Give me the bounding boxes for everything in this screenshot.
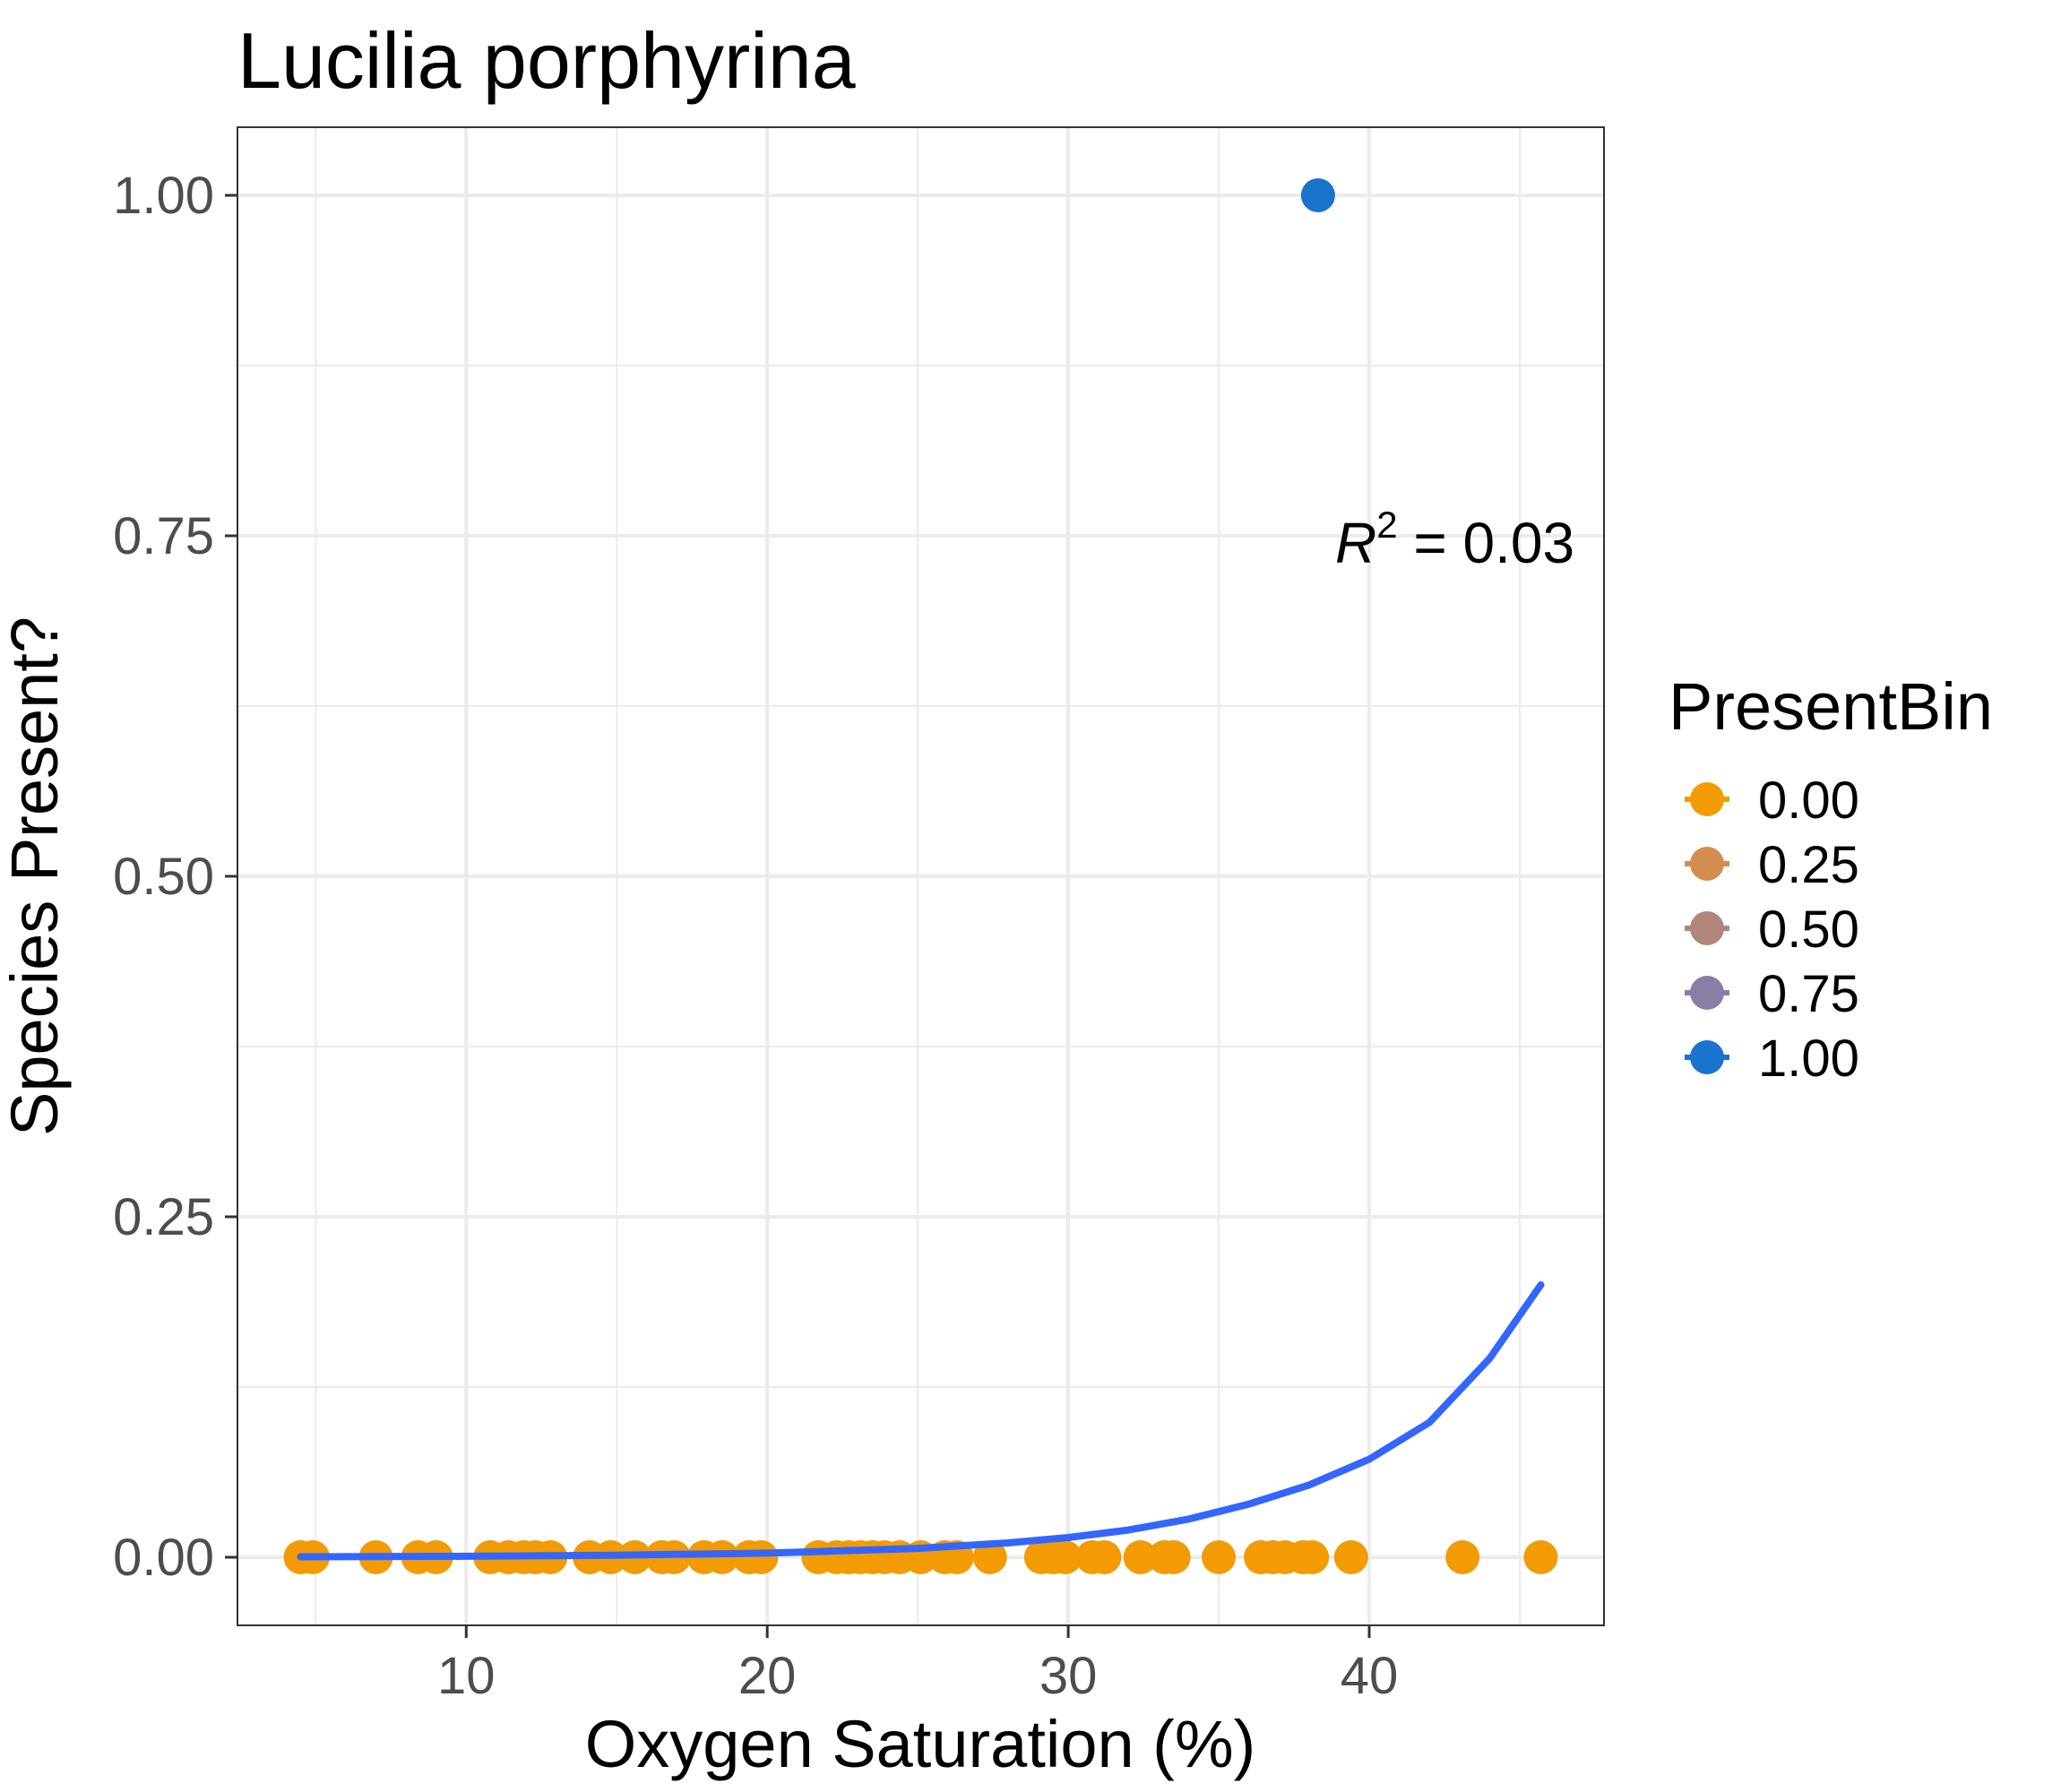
legend-key-dot xyxy=(1690,1040,1724,1074)
point-present xyxy=(1300,178,1335,212)
y-axis: 0.00 0.25 0.50 0.75 1.00 xyxy=(113,167,237,1587)
x-axis-title: Oxygen Saturation (%) xyxy=(585,1707,1256,1781)
y-tick-label: 0.25 xyxy=(113,1188,214,1246)
legend-key: 0.25 xyxy=(1685,836,1859,894)
x-tick-label: 40 xyxy=(1341,1647,1399,1705)
legend: PresentBin 0.00 0.25 0.50 0.75 1.00 xyxy=(1669,669,1993,1088)
r-squared-annotation: R2 = 0.03 xyxy=(1335,504,1574,575)
legend-label: 1.00 xyxy=(1758,1030,1859,1088)
fit-curve xyxy=(297,1281,1545,1561)
r-symbol: R xyxy=(1335,511,1376,575)
legend-label: 0.00 xyxy=(1758,771,1859,830)
x-tick-label: 20 xyxy=(738,1647,797,1705)
x-axis: 10 20 30 40 xyxy=(437,1625,1398,1705)
y-tick-label: 0.00 xyxy=(113,1529,214,1587)
legend-key: 0.00 xyxy=(1685,771,1859,830)
x-tick-label: 30 xyxy=(1039,1647,1098,1705)
point-absent xyxy=(1523,1540,1558,1574)
legend-key: 0.50 xyxy=(1685,900,1859,959)
point-absent xyxy=(972,1540,1007,1574)
chart-title: Lucilia porphyrina xyxy=(237,16,856,105)
point-absent xyxy=(1202,1540,1237,1574)
r-superscript: 2 xyxy=(1376,504,1397,546)
legend-label: 0.50 xyxy=(1758,900,1859,959)
point-absent xyxy=(1295,1540,1330,1574)
legend-key: 1.00 xyxy=(1685,1030,1859,1088)
legend-label: 0.25 xyxy=(1758,836,1859,894)
point-absent xyxy=(744,1540,779,1574)
legend-key-dot xyxy=(1690,911,1724,945)
legend-key-dot xyxy=(1690,782,1724,816)
y-tick-label: 1.00 xyxy=(113,167,214,225)
y-axis-title: Species Present? xyxy=(0,616,72,1136)
legend-key: 0.75 xyxy=(1685,965,1859,1023)
point-absent xyxy=(1087,1540,1122,1574)
legend-keys: 0.00 0.25 0.50 0.75 1.00 xyxy=(1685,771,1859,1088)
point-absent xyxy=(1333,1540,1368,1574)
legend-key-dot xyxy=(1690,847,1724,881)
x-tick-label: 10 xyxy=(437,1647,496,1705)
y-tick-label: 0.75 xyxy=(113,507,214,565)
point-absent xyxy=(1123,1540,1158,1574)
point-absent xyxy=(1048,1540,1082,1574)
legend-label: 0.75 xyxy=(1758,965,1859,1023)
r-value: = 0.03 xyxy=(1398,511,1575,575)
legend-key-dot xyxy=(1690,976,1724,1010)
point-absent xyxy=(1445,1540,1480,1574)
y-tick-label: 0.50 xyxy=(113,848,214,906)
point-absent xyxy=(1156,1540,1191,1574)
legend-title: PresentBin xyxy=(1669,669,1993,744)
